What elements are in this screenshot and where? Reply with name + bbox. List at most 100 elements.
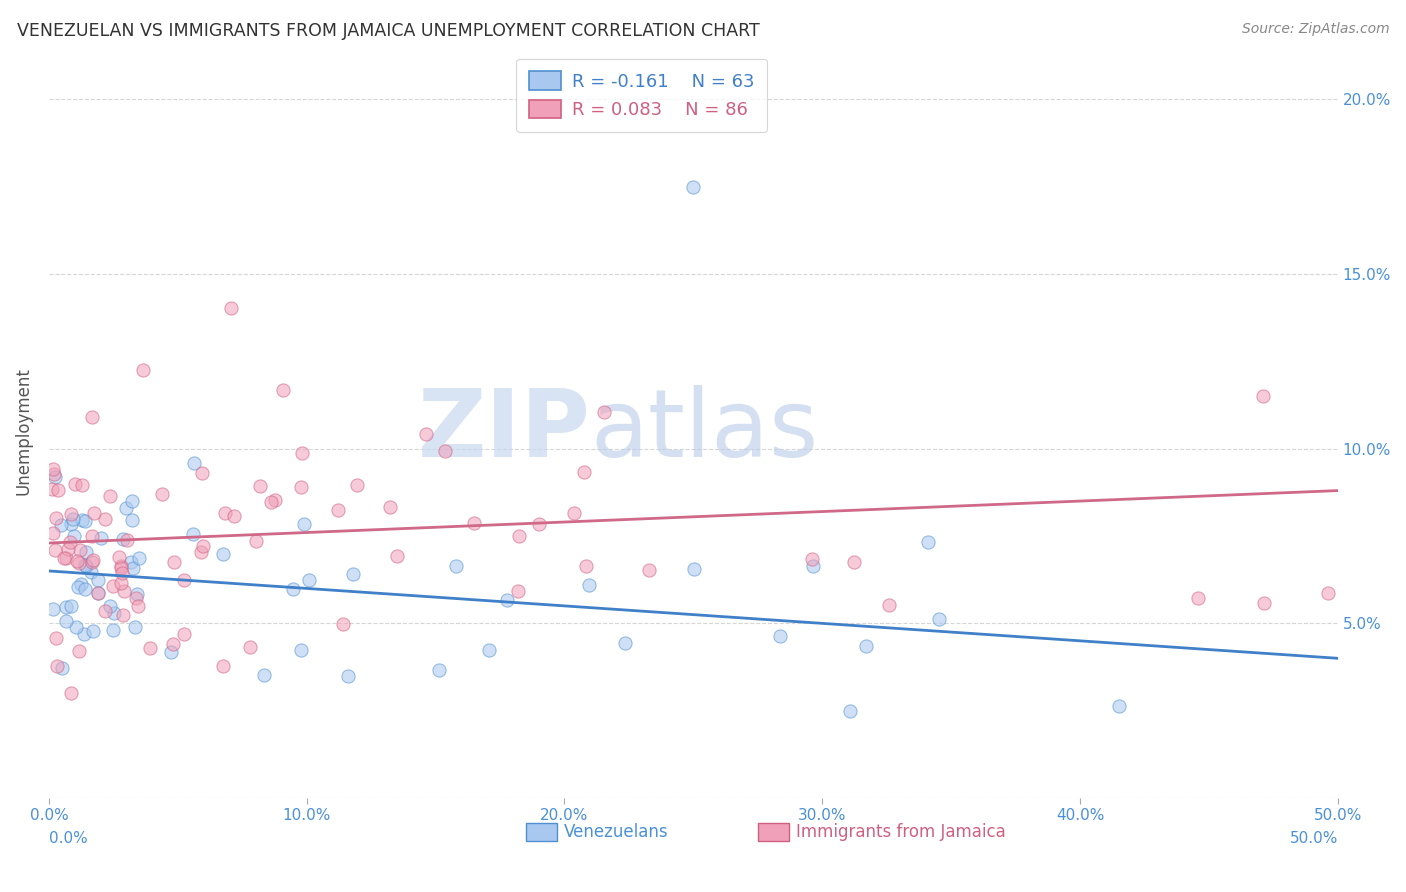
Point: [928, 612, 950, 626]
Point: [378, 500, 401, 515]
Point: [59, 686, 82, 700]
Point: [1108, 698, 1130, 713]
Point: [112, 533, 135, 547]
Point: [127, 599, 149, 613]
Point: [578, 578, 600, 592]
Point: [117, 533, 139, 548]
Point: [87, 585, 110, 599]
Point: [160, 645, 183, 659]
Point: [69, 543, 91, 558]
Point: [67, 556, 90, 570]
Point: [1316, 585, 1339, 599]
Point: [219, 301, 242, 315]
Point: [62, 512, 84, 526]
Point: [527, 516, 550, 531]
Point: [1253, 596, 1275, 610]
Point: [100, 489, 122, 503]
Point: [51, 517, 73, 532]
Point: [65, 477, 87, 491]
Point: [564, 506, 586, 520]
Point: [65, 620, 87, 634]
Text: atlas: atlas: [591, 385, 818, 477]
Point: [60, 599, 83, 613]
Point: [94, 604, 117, 618]
Point: [427, 663, 450, 677]
Point: [191, 539, 214, 553]
Point: [67, 643, 90, 657]
Point: [41, 482, 63, 496]
Point: [70, 576, 93, 591]
Point: [103, 607, 125, 621]
Point: [73, 558, 96, 573]
Point: [173, 627, 195, 641]
Point: [128, 550, 150, 565]
Point: [82, 624, 104, 639]
Y-axis label: Unemployment: Unemployment: [15, 368, 32, 495]
Point: [163, 556, 186, 570]
Point: [94, 512, 117, 526]
Point: [842, 555, 865, 569]
Legend: R = -0.161    N = 63, R = 0.083    N = 86: R = -0.161 N = 63, R = 0.083 N = 86: [516, 59, 768, 132]
Point: [121, 512, 143, 526]
Point: [51, 661, 73, 675]
Point: [87, 586, 110, 600]
Point: [917, 534, 939, 549]
Point: [263, 493, 285, 508]
Point: [260, 494, 283, 508]
Point: [90, 532, 112, 546]
Point: [75, 545, 97, 559]
Point: [110, 566, 132, 581]
Point: [55, 600, 77, 615]
Point: [75, 558, 97, 573]
Point: [1187, 591, 1209, 606]
Point: [125, 591, 148, 605]
Point: [253, 668, 276, 682]
Point: [839, 704, 862, 718]
Point: [346, 478, 368, 492]
Point: [70, 513, 93, 527]
Point: [110, 575, 132, 590]
Point: [1251, 389, 1274, 403]
Point: [211, 547, 233, 561]
Text: ZIP: ZIP: [418, 385, 591, 477]
Point: [59, 516, 82, 531]
Point: [120, 555, 142, 569]
Point: [292, 516, 315, 531]
Point: [63, 529, 86, 543]
Point: [59, 534, 82, 549]
Point: [342, 567, 364, 582]
Point: [80, 529, 103, 543]
Point: [638, 563, 661, 577]
Point: [682, 561, 704, 575]
Text: VENEZUELAN VS IMMIGRANTS FROM JAMAICA UNEMPLOYMENT CORRELATION CHART: VENEZUELAN VS IMMIGRANTS FROM JAMAICA UN…: [17, 22, 759, 40]
Point: [132, 363, 155, 377]
Point: [434, 443, 457, 458]
Point: [271, 384, 294, 398]
Point: [75, 514, 97, 528]
Point: [107, 549, 129, 564]
Text: 0.0%: 0.0%: [49, 830, 87, 846]
Point: [46, 483, 69, 497]
Point: [239, 640, 262, 655]
Point: [291, 446, 314, 460]
Point: [478, 643, 501, 657]
Point: [495, 593, 517, 607]
Point: [415, 427, 437, 442]
Point: [83, 506, 105, 520]
Point: [190, 545, 212, 559]
Point: [682, 179, 704, 194]
Point: [112, 584, 135, 599]
Point: [45, 511, 67, 525]
Text: Venezuelans: Venezuelans: [564, 823, 668, 841]
Point: [70, 477, 93, 491]
Point: [150, 487, 173, 501]
Point: [326, 502, 349, 516]
Point: [125, 587, 148, 601]
Point: [98, 599, 121, 614]
Point: [55, 551, 77, 566]
Point: [877, 598, 900, 612]
Point: [613, 636, 636, 650]
Point: [42, 602, 65, 616]
Point: [87, 573, 110, 587]
Point: [80, 565, 103, 579]
